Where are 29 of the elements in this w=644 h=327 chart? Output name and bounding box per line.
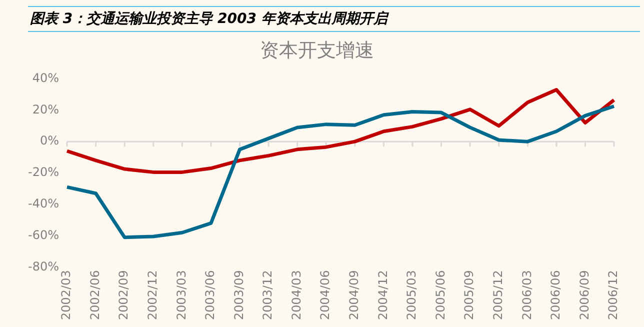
x-tick-label: 2003/09 (232, 270, 246, 320)
y-tick-label: 0% (40, 134, 59, 148)
x-tick-label: 2002/09 (116, 270, 131, 320)
x-tick-label: 2003/06 (203, 270, 218, 320)
x-tick-label: 2002/03 (59, 270, 74, 320)
x-tick-label: 2006/09 (577, 270, 592, 320)
x-tick-label: 2005/09 (462, 270, 476, 320)
x-tick-label: 2006/12 (606, 270, 620, 320)
y-tick-label: -40% (28, 196, 59, 210)
x-tick-label: 2006/06 (548, 270, 563, 320)
x-tick-label: 2004/03 (289, 270, 304, 320)
x-tick-label: 2005/06 (433, 270, 448, 320)
y-tick-label: -80% (28, 259, 59, 274)
x-tick-label: 2004/09 (347, 270, 362, 320)
x-tick-label: 2004/06 (318, 270, 332, 320)
x-tick-label: 2003/12 (260, 270, 275, 320)
x-tick-label: 2005/03 (404, 270, 419, 320)
x-tick-label: 2005/12 (490, 270, 505, 320)
y-tick-label: 20% (32, 102, 59, 116)
y-tick-label: 40% (32, 70, 59, 85)
x-tick-label: 2002/06 (88, 270, 102, 320)
chart-title: 资本开支增速 (260, 39, 374, 62)
y-tick-label: -20% (28, 165, 59, 180)
y-tick-label: -60% (28, 228, 59, 242)
x-tick-label: 2004/12 (376, 270, 390, 320)
x-tick-label: 2003/03 (174, 270, 188, 320)
x-tick-label: 2002/12 (145, 270, 160, 320)
x-tick-label: 2006/03 (520, 270, 534, 320)
text: 图表 3：交通运输业投资主导 2003 年资本支出周期开启 (28, 6, 640, 32)
